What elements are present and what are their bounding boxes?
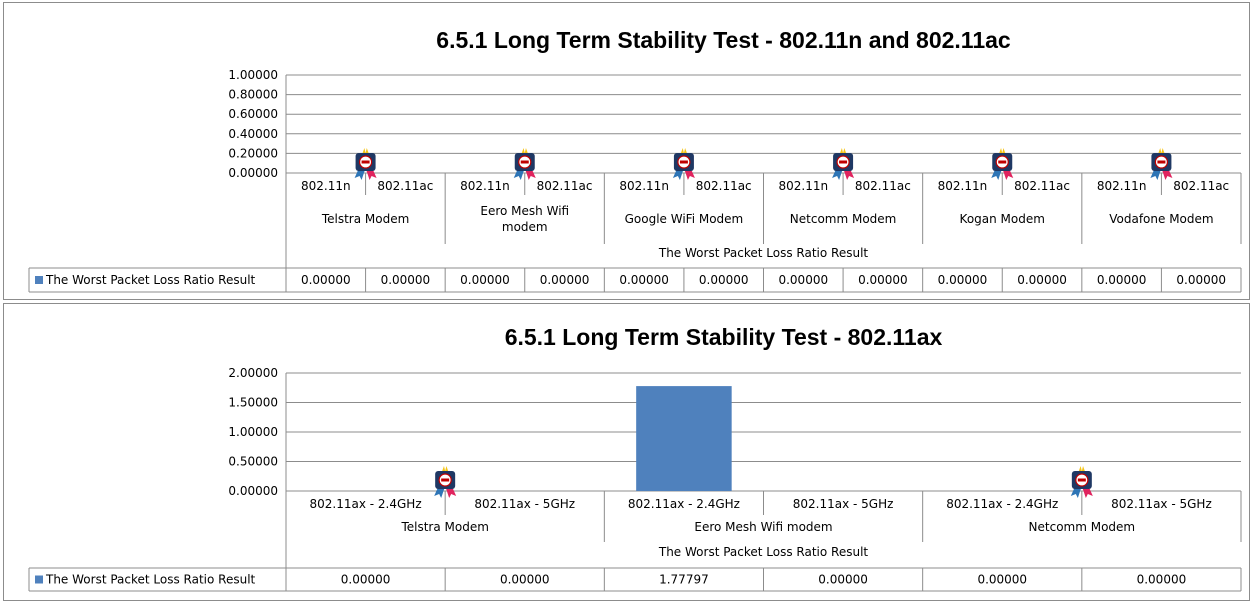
group-label-line-2: modem bbox=[502, 220, 548, 234]
category-label: 802.11ax - 2.4GHz bbox=[628, 497, 740, 511]
category-label: 802.11n bbox=[460, 179, 510, 193]
y-tick-label: 0.20000 bbox=[228, 146, 278, 160]
data-table-value: 0.00000 bbox=[301, 273, 351, 287]
y-tick-label: 0.00000 bbox=[228, 484, 278, 498]
category-label: 802.11ac bbox=[855, 179, 911, 193]
chart-panel-2: 6.5.1 Long Term Stability Test - 802.11a… bbox=[3, 303, 1250, 601]
category-label: 802.11n bbox=[778, 179, 828, 193]
category-label: 802.11ac bbox=[377, 179, 433, 193]
group-label: Telstra Modem bbox=[321, 212, 409, 226]
y-tick-label: 1.00000 bbox=[228, 425, 278, 439]
chart-2-svg: 6.5.1 Long Term Stability Test - 802.11a… bbox=[28, 324, 1242, 592]
super-category-label: The Worst Packet Loss Ratio Result bbox=[658, 545, 869, 559]
data-table-value: 0.00000 bbox=[858, 273, 908, 287]
group-label: Vodafone Modem bbox=[1109, 212, 1213, 226]
category-label: 802.11ax - 5GHz bbox=[793, 497, 894, 511]
category-label: 802.11n bbox=[619, 179, 669, 193]
chart-1-svg: 6.5.1 Long Term Stability Test - 802.11n… bbox=[28, 27, 1242, 293]
category-label: 802.11ax - 2.4GHz bbox=[946, 497, 1058, 511]
category-label: 802.11n bbox=[1097, 179, 1147, 193]
category-label: 802.11ax - 5GHz bbox=[1111, 497, 1212, 511]
legend-key bbox=[35, 276, 43, 284]
y-tick-label: 0.40000 bbox=[228, 127, 278, 141]
best-badge-icon bbox=[832, 148, 855, 180]
data-table-value: 0.00000 bbox=[1097, 273, 1147, 287]
data-table-value: 0.00000 bbox=[1017, 273, 1067, 287]
y-tick-label: 2.00000 bbox=[228, 366, 278, 380]
group-label: Google WiFi Modem bbox=[625, 212, 744, 226]
y-tick-label: 0.50000 bbox=[228, 455, 278, 469]
chart-title: 6.5.1 Long Term Stability Test - 802.11a… bbox=[505, 324, 943, 350]
data-table-value: 0.00000 bbox=[500, 573, 550, 587]
category-label: 802.11ac bbox=[537, 179, 593, 193]
best-badge-icon bbox=[991, 148, 1014, 180]
y-tick-label: 1.50000 bbox=[228, 396, 278, 410]
best-badge-icon bbox=[672, 148, 695, 180]
y-tick-label: 0.60000 bbox=[228, 107, 278, 121]
data-table-value: 0.00000 bbox=[1137, 573, 1187, 587]
data-table-value: 0.00000 bbox=[977, 573, 1027, 587]
category-label: 802.11n bbox=[301, 179, 351, 193]
group-label: Netcomm Modem bbox=[1029, 520, 1136, 534]
data-table-value: 0.00000 bbox=[540, 273, 590, 287]
legend-series-name: The Worst Packet Loss Ratio Result bbox=[45, 573, 256, 587]
group-label: Telstra Modem bbox=[400, 520, 488, 534]
data-table-value: 0.00000 bbox=[778, 273, 828, 287]
category-label: 802.11ax - 2.4GHz bbox=[310, 497, 422, 511]
data-table-value: 1.77797 bbox=[659, 573, 709, 587]
best-badge-icon bbox=[434, 466, 457, 498]
group-label: Kogan Modem bbox=[960, 212, 1045, 226]
category-label: 802.11ac bbox=[1014, 179, 1070, 193]
data-table-value: 0.00000 bbox=[619, 273, 669, 287]
y-tick-label: 0.00000 bbox=[228, 166, 278, 180]
category-label: 802.11n bbox=[938, 179, 988, 193]
data-table-value: 0.00000 bbox=[938, 273, 988, 287]
data-table-value: 0.00000 bbox=[818, 573, 868, 587]
group-label-line-1: Eero Mesh Wifi bbox=[480, 204, 569, 218]
bar bbox=[636, 386, 732, 491]
super-category-label: The Worst Packet Loss Ratio Result bbox=[658, 246, 869, 260]
data-table-value: 0.00000 bbox=[460, 273, 510, 287]
best-badge-icon bbox=[513, 148, 536, 180]
legend-key bbox=[35, 575, 43, 584]
best-badge-icon bbox=[1070, 466, 1093, 498]
data-table-value: 0.00000 bbox=[1176, 273, 1226, 287]
data-table-value: 0.00000 bbox=[381, 273, 431, 287]
category-label: 802.11ac bbox=[1173, 179, 1229, 193]
best-badge-icon bbox=[354, 148, 377, 180]
y-tick-label: 1.00000 bbox=[228, 68, 278, 82]
chart-panel-1: 6.5.1 Long Term Stability Test - 802.11n… bbox=[3, 2, 1250, 300]
data-table-value: 0.00000 bbox=[341, 573, 391, 587]
y-tick-label: 0.80000 bbox=[228, 88, 278, 102]
legend-series-name: The Worst Packet Loss Ratio Result bbox=[45, 273, 256, 287]
chart-title: 6.5.1 Long Term Stability Test - 802.11n… bbox=[436, 27, 1011, 53]
group-label: Eero Mesh Wifi modem bbox=[694, 520, 832, 534]
category-label: 802.11ax - 5GHz bbox=[474, 497, 575, 511]
category-label: 802.11ac bbox=[696, 179, 752, 193]
data-table-value: 0.00000 bbox=[699, 273, 749, 287]
best-badge-icon bbox=[1150, 148, 1173, 180]
group-label: Netcomm Modem bbox=[790, 212, 897, 226]
